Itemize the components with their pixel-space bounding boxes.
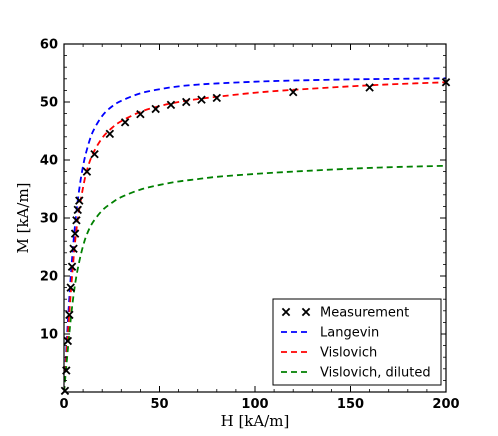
- data-point: [197, 95, 206, 104]
- data-point: [120, 118, 130, 127]
- series-line-vislovich: [64, 81, 446, 392]
- x-tick-label: 200: [432, 397, 459, 412]
- legend-label-measurement: Measurement: [320, 306, 409, 321]
- x-tick-label: 150: [337, 397, 364, 412]
- data-point: [82, 167, 92, 176]
- series-line-vislovich-diluted: [64, 164, 446, 392]
- y-tick-label: 20: [40, 270, 58, 285]
- x-tick-label: 100: [241, 397, 268, 412]
- data-point: [67, 262, 77, 271]
- y-tick-label: 40: [40, 154, 58, 169]
- data-point: [75, 196, 84, 205]
- y-tick-label: 30: [40, 212, 58, 227]
- series-markers-measurement: [60, 78, 451, 396]
- legend-label-vislovich: Vislovich: [320, 346, 377, 361]
- data-point: [63, 336, 73, 346]
- data-point: [288, 87, 298, 97]
- legend-label-langevin: Langevin: [320, 326, 379, 341]
- data-point: [69, 244, 78, 253]
- data-point: [72, 216, 81, 225]
- data-point: [60, 386, 70, 396]
- data-point: [90, 149, 99, 159]
- legend-box: [272, 298, 442, 386]
- legend-marker-measurement: [301, 307, 311, 317]
- data-point: [66, 283, 75, 292]
- legend-label-vislovich-diluted: Vislovich, diluted: [320, 366, 431, 381]
- legend-marker-measurement: [281, 307, 291, 317]
- y-axis-label: M [kA/m]: [14, 182, 32, 253]
- series-line-langevin: [64, 77, 446, 392]
- x-tick-label: 50: [150, 397, 168, 412]
- axis-ticks: 0 50 100 150 200 10 20 30 40 50 60: [40, 38, 460, 413]
- data-point: [441, 78, 451, 87]
- plot-area: [64, 77, 446, 392]
- legend: Measurement Langevin Vislovich Vislovich, d…: [272, 298, 442, 386]
- data-point: [62, 366, 71, 375]
- data-point: [136, 109, 145, 119]
- data-point: [73, 205, 82, 215]
- x-tick-label: 0: [59, 397, 68, 412]
- data-point: [151, 104, 160, 114]
- y-tick-label: 50: [40, 96, 58, 111]
- data-point: [365, 83, 374, 92]
- data-point: [166, 100, 176, 110]
- data-point: [65, 310, 74, 320]
- data-point: [212, 93, 222, 103]
- data-point: [105, 129, 115, 139]
- y-tick-label: 10: [40, 328, 58, 343]
- data-point: [70, 229, 80, 238]
- x-axis-label: H [kA/m]: [221, 412, 290, 430]
- y-tick-label: 60: [40, 38, 58, 53]
- data-point: [182, 97, 191, 107]
